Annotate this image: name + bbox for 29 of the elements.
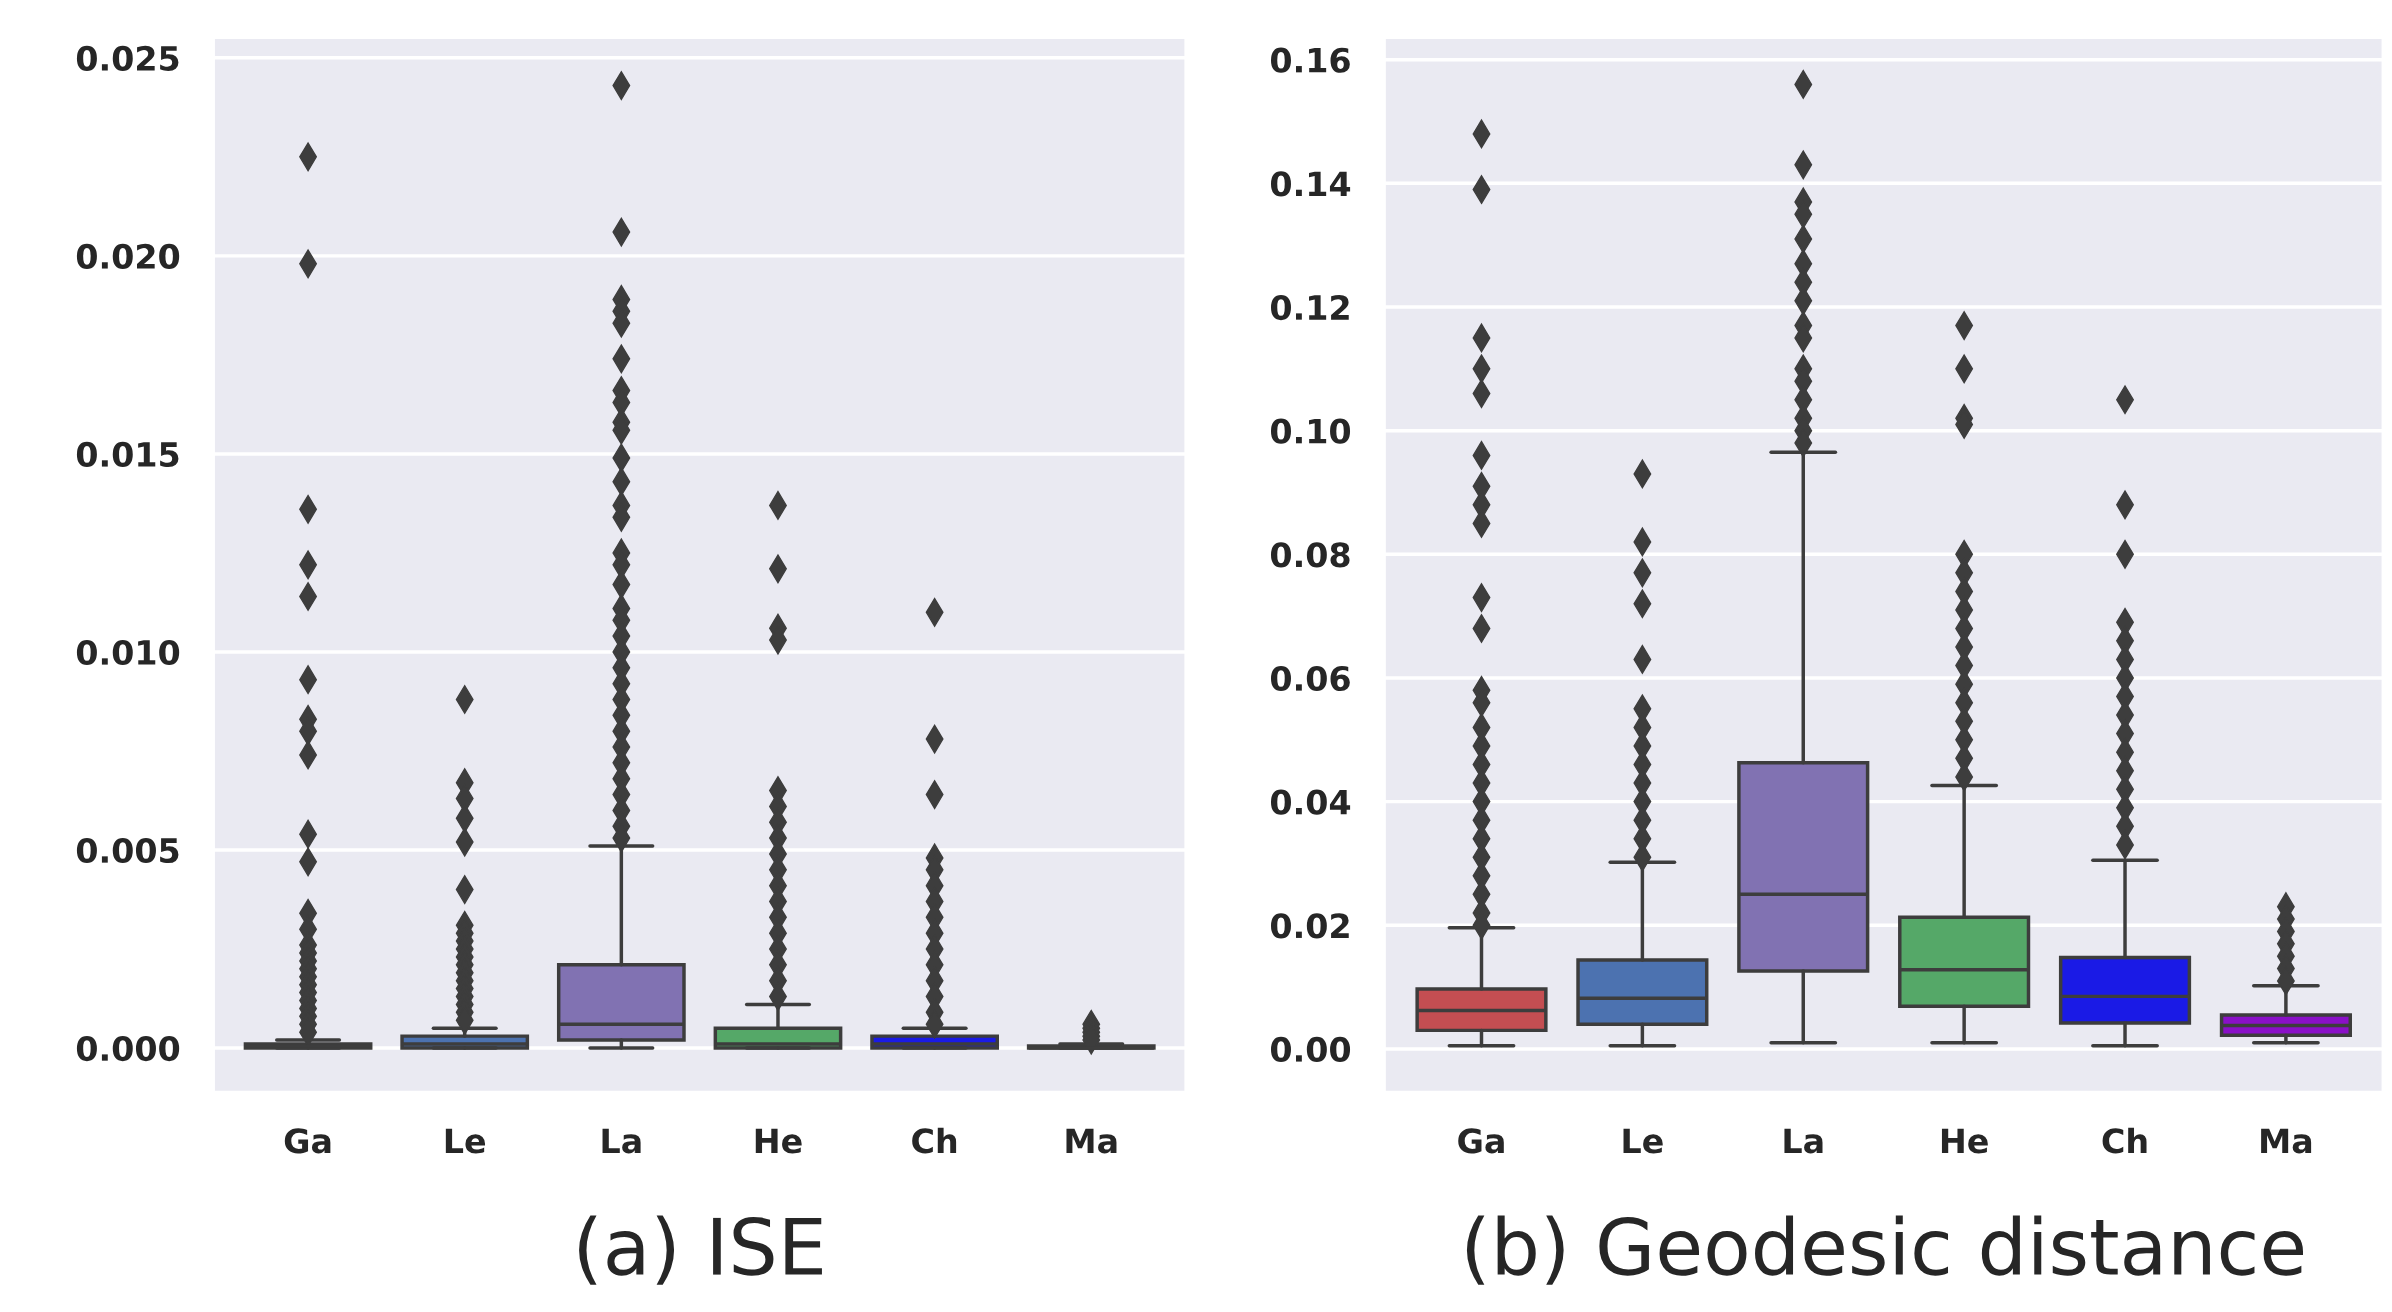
y-tick-label: 0.16 <box>1270 47 1350 73</box>
y-tick-label: 0.06 <box>1270 665 1350 692</box>
y-tick-label: 0.010 <box>76 639 180 666</box>
x-axis-title: (b) Geodesic distance <box>1466 1215 2303 1285</box>
y-tick-label: 0.000 <box>76 1035 180 1062</box>
x-tick-label: Le <box>1623 1128 1663 1154</box>
y-tick-label: 0.025 <box>76 45 179 71</box>
x-tick-label: Ga <box>284 1128 331 1154</box>
y-tick-label: 0.00 <box>1270 1036 1351 1063</box>
y-tick-label: 0.04 <box>1270 789 1351 815</box>
x-tick-label: Ma <box>1066 1128 1117 1154</box>
x-axis-title: (a) ISE <box>579 1215 822 1285</box>
y-tick-label: 0.02 <box>1270 913 1349 939</box>
y-tick-label: 0.005 <box>76 837 179 864</box>
x-tick-label: Ch <box>912 1127 957 1154</box>
x-tick-label: He <box>755 1128 802 1154</box>
x-tick-label: Ma <box>2261 1128 2312 1154</box>
x-tick-label: He <box>1941 1128 1988 1154</box>
x-tick-label: La <box>602 1128 641 1154</box>
x-tick-label: Ga <box>1458 1128 1504 1154</box>
y-tick-label: 0.020 <box>76 243 180 270</box>
x-tick-label: La <box>1784 1128 1823 1154</box>
y-tick-label: 0.015 <box>76 441 179 468</box>
x-tick-label: Le <box>445 1128 486 1154</box>
y-tick-label: 0.10 <box>1270 418 1351 444</box>
y-tick-label: 0.14 <box>1270 171 1351 197</box>
y-tick-label: 0.08 <box>1270 542 1350 568</box>
y-tick-label: 0.12 <box>1270 294 1349 321</box>
x-tick-label: Ch <box>2102 1127 2147 1154</box>
